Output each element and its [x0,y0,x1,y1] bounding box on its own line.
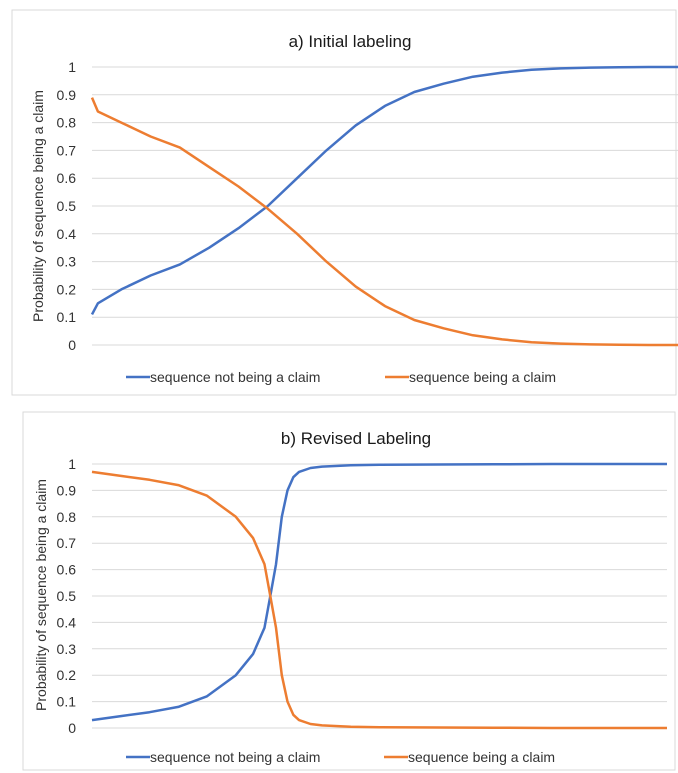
chart-a-y-tick-label: 1 [68,59,76,75]
chart-a-frame [11,9,677,396]
chart-a-y-tick-label: 0.4 [57,226,77,242]
chart-a-y-tick-label: 0.6 [57,170,77,186]
chart-a-y-ticks: 0 0.1 0.2 0.3 0.4 0.5 0.6 0.7 0.8 0.9 1 [57,59,77,353]
chart-b-series [91,462,667,730]
chart-b-y-tick-label: 0.7 [57,535,77,551]
chart-b-title: b) Revised Labeling [281,429,431,448]
chart-a: a) Initial labeling Probability of seque… [11,9,678,396]
chart-b-y-tick-label: 0.2 [57,667,77,683]
chart-a-y-tick-label: 0 [68,337,76,353]
chart-b-y-tick-label: 0.4 [57,614,77,630]
chart-a-series [90,65,678,347]
chart-b-y-tick-label: 0.9 [57,482,77,498]
chart-a-y-tick-label: 0.5 [57,198,77,214]
chart-b-y-axis-label: Probability of sequence being a claim [33,479,49,711]
chart-b: b) Revised Labeling Probability of seque… [22,411,676,771]
chart-b-y-tick-label: 0.3 [57,641,77,657]
legend-b-label-1: sequence not being a claim [150,749,320,765]
chart-b-y-ticks: 0 0.1 0.2 0.3 0.4 0.5 0.6 0.7 0.8 0.9 1 [57,456,77,736]
chart-a-y-tick-label: 0.1 [57,309,77,325]
chart-b-y-tick-label: 0.8 [57,509,77,525]
legend-b-label-2: sequence being a claim [408,749,555,765]
chart-a-y-tick-label: 0.2 [57,281,77,297]
chart-a-y-tick-label: 0.8 [57,115,77,131]
chart-a-series-1-line [90,65,678,315]
chart-a-y-tick-label: 0.3 [57,254,77,270]
chart-a-title: a) Initial labeling [289,32,412,51]
chart-b-y-tick-label: 0.5 [57,588,77,604]
chart-b-series-1-line [91,462,667,722]
chart-a-y-axis-label: Probability of sequence being a claim [30,90,46,322]
chart-a-series-2-line [90,97,678,347]
chart-b-y-tick-label: 0 [68,720,76,736]
chart-a-legend: sequence not being a claim sequence bein… [126,369,556,385]
chart-b-y-tick-label: 0.6 [57,562,77,578]
chart-b-y-tick-label: 1 [68,456,76,472]
chart-b-frame [22,411,676,771]
chart-b-series-2-line [91,470,667,730]
legend-a-label-1: sequence not being a claim [150,369,320,385]
chart-b-y-tick-label: 0.1 [57,694,77,710]
chart-a-y-tick-label: 0.9 [57,87,77,103]
legend-a-label-2: sequence being a claim [409,369,556,385]
chart-a-y-tick-label: 0.7 [57,142,77,158]
chart-b-legend: sequence not being a claim sequence bein… [126,749,555,765]
